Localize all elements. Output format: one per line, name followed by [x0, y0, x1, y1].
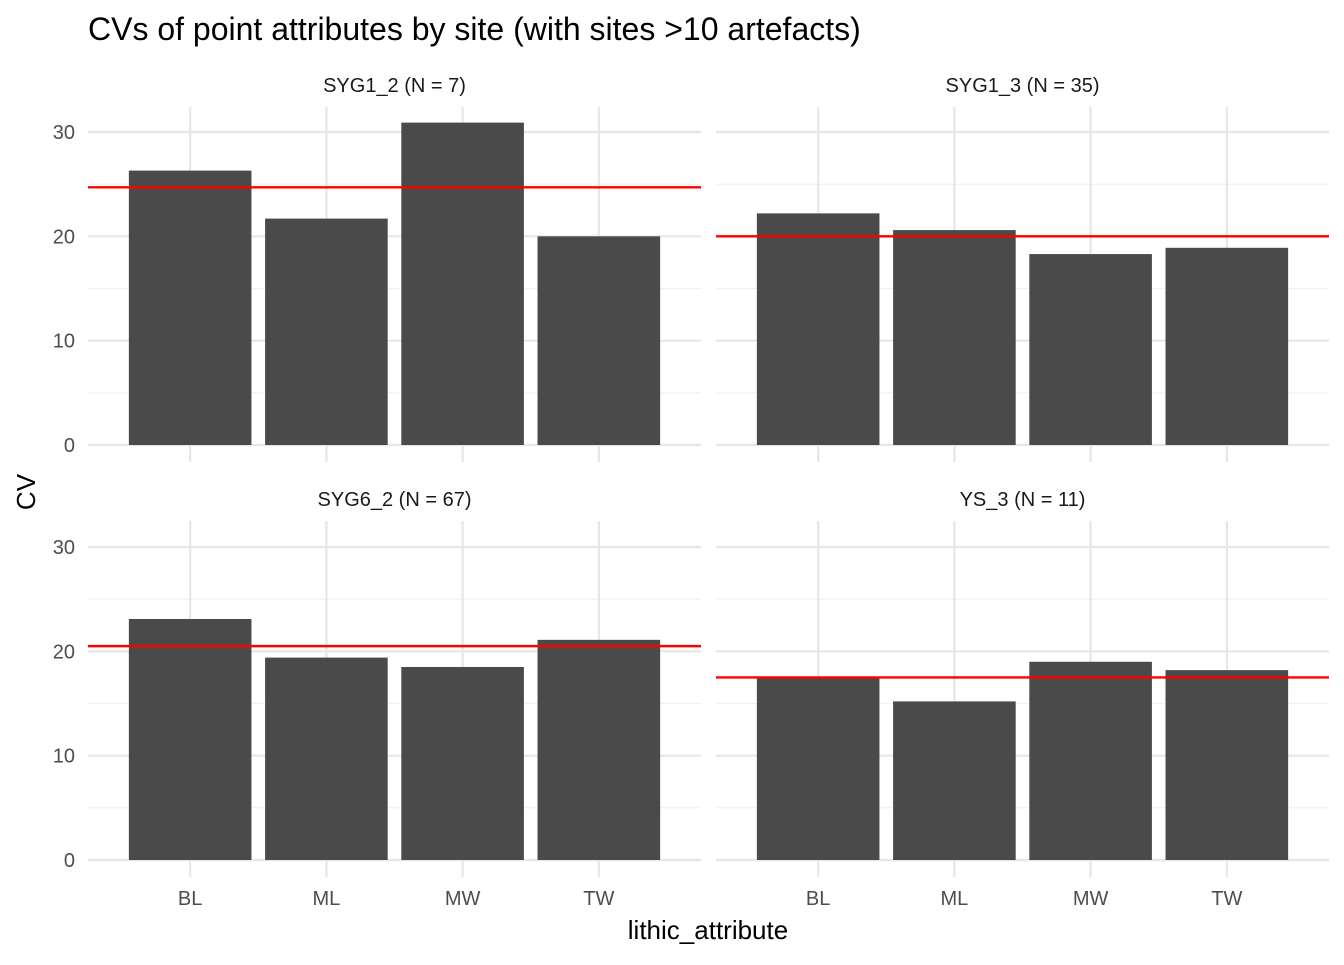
facet-panel-4: YS_3 (N = 11) BL ML MW TW	[716, 489, 1329, 910]
facet-strip-label: SYG1_3 (N = 35)	[946, 75, 1100, 97]
bar-ml	[265, 657, 388, 860]
y-tick-label: 0	[64, 850, 75, 872]
bar-bl	[756, 213, 880, 445]
x-tick-label: BL	[806, 888, 830, 910]
facet-panel-2: SYG1_3 (N = 35)	[716, 75, 1329, 462]
bar-bl	[756, 677, 880, 860]
bar-bl	[128, 170, 252, 445]
y-tick-label: 30	[53, 537, 75, 559]
y-axis-title: CV	[11, 473, 41, 510]
bar-mw	[401, 122, 524, 446]
y-tick-label: 10	[53, 331, 75, 353]
y-tick-label: 20	[53, 226, 75, 248]
facet-strip-label: SYG6_2 (N = 67)	[318, 489, 472, 511]
bar-ml	[265, 218, 388, 445]
x-tick-label: BL	[178, 888, 202, 910]
bar-bl	[128, 618, 252, 860]
x-tick-label: ML	[312, 888, 340, 910]
bar-tw	[537, 236, 661, 445]
facet-strip-label: SYG1_2 (N = 7)	[323, 75, 466, 97]
bar-ml	[893, 701, 1016, 860]
x-axis-title: lithic_attribute	[628, 915, 788, 945]
y-tick-label: 0	[64, 435, 75, 457]
y-tick-label: 30	[53, 122, 75, 144]
bar-tw	[1165, 670, 1289, 860]
bar-mw	[1029, 254, 1152, 445]
y-tick-label: 20	[53, 641, 75, 663]
chart-title: CVs of point attributes by site (with si…	[88, 11, 861, 47]
x-tick-label: MW	[1073, 888, 1109, 910]
bar-tw	[537, 639, 661, 860]
x-tick-label: TW	[1211, 888, 1242, 910]
bar-ml	[893, 230, 1016, 445]
bar-mw	[1029, 661, 1152, 860]
x-tick-label: ML	[940, 888, 968, 910]
x-tick-label: TW	[583, 888, 614, 910]
y-tick-label: 10	[53, 746, 75, 768]
bar-mw	[401, 666, 524, 860]
facet-panel-3: SYG6_2 (N = 67) 0 10 20 30 BL ML MW TW	[53, 489, 701, 910]
bar-tw	[1165, 247, 1289, 445]
facet-panel-1: SYG1_2 (N = 7) 0 10 20 30	[53, 75, 701, 462]
facet-strip-label: YS_3 (N = 11)	[960, 489, 1086, 511]
x-tick-label: MW	[445, 888, 481, 910]
